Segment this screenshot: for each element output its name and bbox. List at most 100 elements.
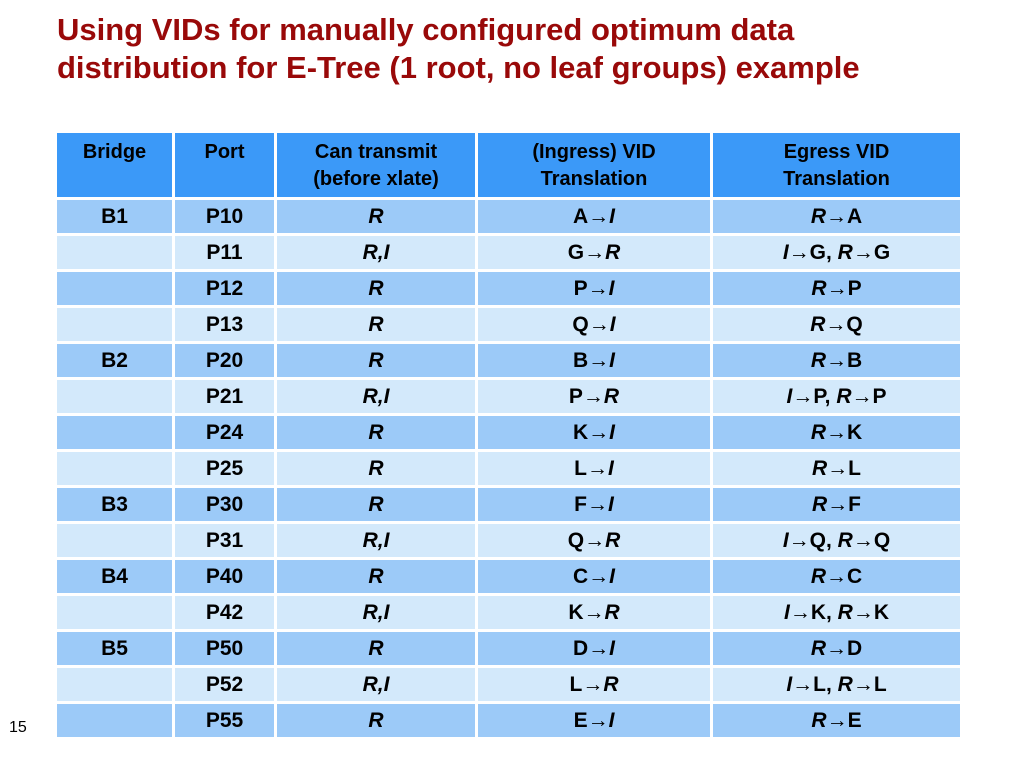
table-row: P42 R,I K→R I→K, R→K	[54, 593, 963, 632]
text-run: K→	[568, 600, 605, 624]
port-cell: P31	[172, 521, 277, 560]
text-run: C→	[572, 564, 610, 588]
vid-name-italic: R	[604, 600, 620, 624]
egress-vid-cell: R→L	[710, 449, 963, 488]
vid-name-italic: I	[608, 708, 615, 732]
text-run: P→	[573, 276, 609, 300]
vid-name-italic: R,I	[362, 600, 390, 624]
table-row: B1 P10 R A→I R→A	[54, 197, 963, 236]
egress-vid-cell: I→P, R→P	[710, 377, 963, 416]
vid-name-italic: R	[810, 564, 826, 588]
table-row: P31 R,I Q→R I→Q, R→Q	[54, 521, 963, 560]
port-cell: P21	[172, 377, 277, 416]
vid-name-italic: R	[368, 564, 384, 588]
egress-vid-cell: I→K, R→K	[710, 593, 963, 632]
text-run: →D	[826, 636, 863, 660]
port-cell: P20	[172, 341, 277, 380]
can-transmit-cell: R,I	[274, 665, 478, 704]
can-transmit-cell: R	[274, 413, 478, 452]
vid-name-italic: R,I	[362, 672, 390, 696]
text-run: →C	[826, 564, 863, 588]
text-run: →G	[852, 240, 891, 264]
egress-vid-cell: R→K	[710, 413, 963, 452]
vid-name-italic: R	[368, 636, 384, 660]
port-cell: P13	[172, 305, 277, 344]
table-row: B5 P50 R D→I R→D	[54, 629, 963, 668]
text-run: →G,	[788, 240, 838, 264]
bridge-cell	[54, 305, 175, 344]
text-run: →K	[826, 420, 863, 444]
vid-translation-table: Bridge Port Can transmit (before xlate) (In…	[54, 130, 963, 740]
ingress-vid-cell: D→I	[475, 629, 713, 668]
bridge-cell	[54, 521, 175, 560]
vid-name-italic: I	[609, 312, 616, 336]
vid-name-italic: R	[837, 600, 853, 624]
text-run: →Q	[825, 312, 863, 336]
text-run: →P,	[792, 384, 837, 408]
vid-name-italic: R	[810, 420, 826, 444]
vid-name-italic: R	[837, 240, 853, 264]
text-run: →L	[852, 672, 887, 696]
vid-name-italic: R	[603, 384, 620, 408]
text-run: →E	[826, 708, 862, 732]
table-row: P11 R,I G→R I→G, R→G	[54, 233, 963, 272]
ingress-vid-cell: G→R	[475, 233, 713, 272]
bridge-cell	[54, 701, 175, 740]
table-row: P25 R L→I R→L	[54, 449, 963, 488]
ingress-vid-cell: B→I	[475, 341, 713, 380]
text-run: →K	[852, 600, 890, 624]
can-transmit-cell: R,I	[274, 377, 478, 416]
ingress-vid-cell: P→R	[475, 377, 713, 416]
vid-name-italic: R,I	[362, 528, 390, 552]
ingress-vid-cell: E→I	[475, 701, 713, 740]
bridge-cell: B2	[54, 341, 175, 380]
ingress-vid-cell: Q→I	[475, 305, 713, 344]
vid-name-italic: R	[368, 312, 384, 336]
bridge-cell	[54, 233, 175, 272]
table-row: P24 R K→I R→K	[54, 413, 963, 452]
egress-vid-cell: R→F	[710, 485, 963, 524]
vid-name-italic: I	[786, 384, 793, 408]
text-run: K→	[572, 420, 610, 444]
table-row: P55 R E→I R→E	[54, 701, 963, 740]
port-cell: P24	[172, 413, 277, 452]
egress-vid-cell: R→B	[710, 341, 963, 380]
table-body: B1 P10 R A→I R→A P11 R,I G→R I→G, R→G P12 R P→I R→P P…	[54, 197, 963, 740]
vid-name-italic: R	[810, 312, 826, 336]
text-run: B→	[572, 348, 610, 372]
bridge-cell: B5	[54, 629, 175, 668]
can-transmit-cell: R	[274, 449, 478, 488]
port-cell: P50	[172, 629, 277, 668]
egress-vid-cell: R→E	[710, 701, 963, 740]
vid-name-italic: R	[368, 708, 384, 732]
egress-vid-cell: R→P	[710, 269, 963, 308]
text-run: A→	[572, 204, 610, 228]
text-run: F→	[574, 492, 608, 516]
table-row: B4 P40 R C→I R→C	[54, 557, 963, 596]
ingress-vid-cell: F→I	[475, 485, 713, 524]
vid-name-italic: I	[609, 420, 615, 444]
ingress-vid-cell: C→I	[475, 557, 713, 596]
vid-name-italic: I	[782, 240, 789, 264]
text-run: →B	[826, 348, 863, 372]
vid-name-italic: R	[605, 528, 621, 552]
text-run: →L	[827, 456, 861, 480]
port-cell: P42	[172, 593, 277, 632]
text-run: E→	[573, 708, 609, 732]
port-cell: P12	[172, 269, 277, 308]
page-number: 15	[9, 719, 27, 736]
vid-name-italic: I	[609, 348, 615, 372]
bridge-cell	[54, 269, 175, 308]
slide-title: Using VIDs for manually configured optim…	[57, 12, 860, 85]
text-run: Q→	[572, 312, 610, 336]
can-transmit-cell: R	[274, 305, 478, 344]
vid-name-italic: R	[837, 528, 853, 552]
egress-vid-cell: R→Q	[710, 305, 963, 344]
text-run: →A	[826, 204, 863, 228]
text-run: D→	[572, 636, 610, 660]
can-transmit-cell: R	[274, 269, 478, 308]
text-run: →F	[827, 492, 861, 516]
egress-vid-cell: I→Q, R→Q	[710, 521, 963, 560]
text-run: →P	[826, 276, 862, 300]
